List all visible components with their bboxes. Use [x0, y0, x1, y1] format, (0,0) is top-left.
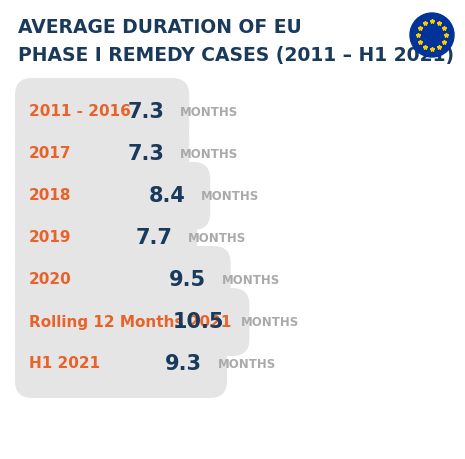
Text: MONTHS: MONTHS [180, 106, 239, 118]
FancyBboxPatch shape [15, 246, 231, 314]
Text: Rolling 12 Months 2021: Rolling 12 Months 2021 [29, 314, 232, 330]
Text: MONTHS: MONTHS [188, 231, 246, 245]
FancyBboxPatch shape [15, 330, 227, 398]
Text: MONTHS: MONTHS [180, 147, 239, 161]
Text: MONTHS: MONTHS [240, 315, 299, 329]
Text: 2011 - 2016: 2011 - 2016 [29, 105, 131, 119]
Text: PHASE I REMEDY CASES (2011 – H1 2021): PHASE I REMEDY CASES (2011 – H1 2021) [18, 46, 454, 65]
Text: MONTHS: MONTHS [222, 274, 280, 286]
Text: 2020: 2020 [29, 273, 72, 287]
FancyBboxPatch shape [15, 288, 249, 356]
Text: 2017: 2017 [29, 146, 72, 162]
Text: 10.5: 10.5 [173, 312, 225, 332]
Text: 7.7: 7.7 [135, 228, 172, 248]
Text: AVERAGE DURATION OF EU: AVERAGE DURATION OF EU [18, 18, 302, 37]
Text: 7.3: 7.3 [127, 144, 164, 164]
FancyBboxPatch shape [15, 120, 189, 188]
FancyBboxPatch shape [15, 162, 210, 230]
Text: H1 2021: H1 2021 [29, 357, 100, 371]
Text: 8.4: 8.4 [148, 186, 185, 206]
Text: 2018: 2018 [29, 189, 72, 203]
Text: 7.3: 7.3 [127, 102, 164, 122]
Text: 9.3: 9.3 [165, 354, 202, 374]
FancyBboxPatch shape [15, 204, 197, 272]
FancyBboxPatch shape [15, 78, 189, 146]
Text: 2019: 2019 [29, 230, 72, 246]
Text: 9.5: 9.5 [168, 270, 206, 290]
Text: MONTHS: MONTHS [201, 190, 259, 202]
Text: MONTHS: MONTHS [218, 358, 276, 370]
Circle shape [410, 13, 454, 57]
